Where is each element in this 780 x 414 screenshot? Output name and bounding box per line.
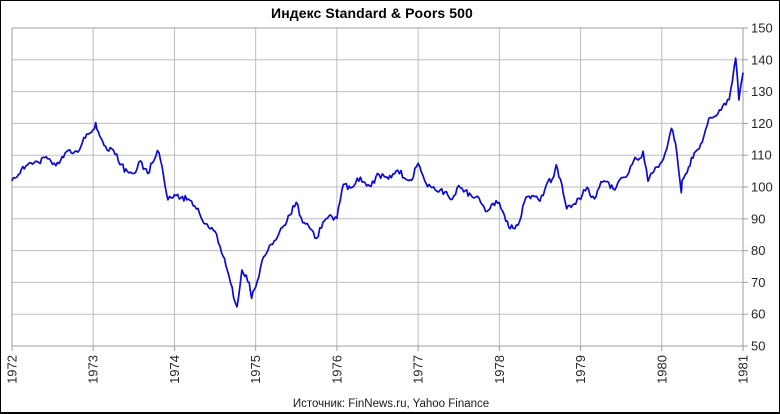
y-axis-label-110: 110 xyxy=(751,148,772,163)
y-axis-label-140: 140 xyxy=(751,52,773,67)
source-caption: Источник: FinNews.ru, Yahoo Finance xyxy=(292,398,490,410)
y-axis-label-50: 50 xyxy=(751,339,765,354)
x-axis-label-1978: 1978 xyxy=(492,355,507,384)
y-axis-label-70: 70 xyxy=(751,275,765,290)
y-axis-label-120: 120 xyxy=(751,116,773,131)
x-axis-label-1979: 1979 xyxy=(573,355,588,384)
y-axis-label-80: 80 xyxy=(751,243,765,258)
sp500-series-line xyxy=(11,57,744,308)
x-axis-label-1975: 1975 xyxy=(248,355,263,384)
x-axis-label-1981: 1981 xyxy=(736,355,751,384)
y-axis-label-150: 150 xyxy=(751,21,773,36)
y-axis-label-130: 130 xyxy=(751,84,773,99)
y-axis-label-60: 60 xyxy=(751,307,765,322)
x-axis-label-1973: 1973 xyxy=(86,355,101,384)
y-axis-label-100: 100 xyxy=(751,180,773,195)
y-axis-label-90: 90 xyxy=(751,211,765,226)
x-axis-label-1980: 1980 xyxy=(654,355,669,384)
x-axis-label-1972: 1972 xyxy=(5,355,20,384)
x-axis-label-1974: 1974 xyxy=(167,355,182,384)
x-axis-label-1976: 1976 xyxy=(329,355,344,384)
x-axis-label-1977: 1977 xyxy=(411,355,426,384)
chart-title: Индекс Standard & Poors 500 xyxy=(271,5,473,21)
